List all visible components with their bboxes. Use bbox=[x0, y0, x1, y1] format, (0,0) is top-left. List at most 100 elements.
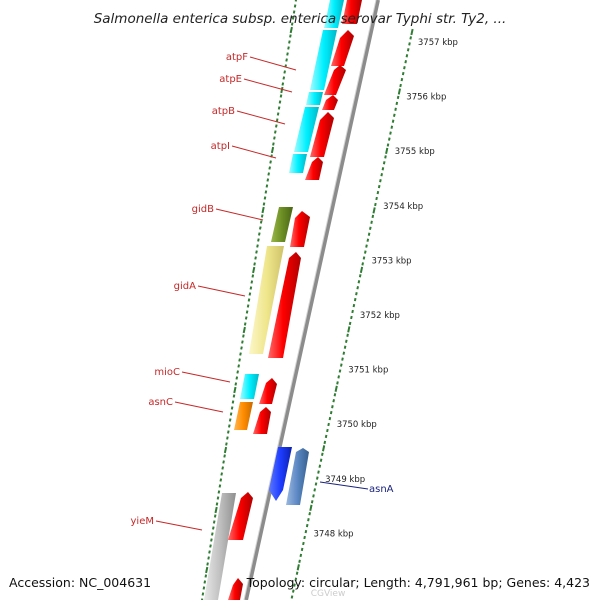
outer-minor-tick bbox=[351, 309, 354, 314]
inner-minor-tick bbox=[240, 346, 243, 350]
feature-atpF[interactable] bbox=[310, 30, 337, 90]
inner-minor-tick bbox=[245, 310, 249, 314]
feature-forward-11[interactable] bbox=[228, 578, 243, 600]
inner-minor-tick bbox=[217, 490, 221, 494]
feature-gidA[interactable] bbox=[249, 246, 284, 354]
feature-mioC[interactable] bbox=[240, 374, 259, 399]
outer-minor-tick bbox=[389, 131, 392, 135]
feature-forward-9[interactable] bbox=[253, 407, 271, 434]
scale-label: 3756 kbp bbox=[406, 93, 446, 103]
feature-forward-6[interactable] bbox=[290, 211, 310, 247]
outer-minor-tick bbox=[327, 422, 330, 427]
outer-minor-tick bbox=[318, 464, 322, 468]
inner-minor-tick bbox=[246, 304, 250, 308]
outer-minor-tick bbox=[365, 244, 368, 248]
feature-forward-2[interactable] bbox=[324, 65, 346, 95]
forward-strand-features bbox=[228, 0, 362, 600]
gene-label-atpF[interactable]: atpF bbox=[226, 52, 248, 63]
gene-label-gidA[interactable]: gidA bbox=[174, 281, 196, 292]
feature-atpB[interactable] bbox=[294, 107, 319, 152]
feature-forward-top[interactable] bbox=[342, 0, 362, 24]
outer-minor-tick bbox=[338, 369, 342, 373]
inner-minor-tick bbox=[262, 202, 266, 206]
gene-label-mioC[interactable]: mioC bbox=[154, 367, 180, 378]
inner-minor-tick bbox=[223, 454, 226, 458]
inner-minor-tick bbox=[290, 22, 294, 26]
scale-label: 3752 kbp bbox=[360, 311, 400, 321]
inner-minor-tick bbox=[251, 274, 255, 278]
feature-gidB[interactable] bbox=[271, 207, 293, 242]
inner-minor-tick bbox=[288, 40, 291, 44]
outer-minor-tick bbox=[345, 339, 348, 343]
inner-minor-tick bbox=[285, 58, 288, 62]
outer-minor-tick bbox=[388, 137, 391, 141]
outer-minor-tick bbox=[310, 500, 314, 504]
inner-minor-tick bbox=[215, 502, 219, 506]
inner-minor-tick bbox=[274, 130, 277, 134]
outer-minor-tick bbox=[352, 303, 356, 308]
outer-minor-tick bbox=[393, 113, 396, 117]
gene-label-atpI[interactable]: atpI bbox=[211, 141, 230, 152]
inner-minor-tick bbox=[256, 244, 259, 248]
inner-minor-tick bbox=[219, 478, 223, 482]
inner-minor-tick bbox=[281, 82, 285, 86]
feature-forward-10[interactable] bbox=[228, 492, 253, 540]
gene-label-asnA[interactable]: asnA bbox=[369, 484, 394, 495]
outer-minor-tick bbox=[390, 125, 394, 129]
outer-minor-tick bbox=[302, 541, 305, 546]
outer-minor-tick bbox=[323, 440, 327, 445]
leader-mioC bbox=[181, 371, 231, 383]
inner-minor-tick bbox=[243, 322, 247, 326]
gene-label-atpE[interactable]: atpE bbox=[219, 74, 242, 85]
outer-minor-tick bbox=[405, 54, 409, 58]
feature-asnA-blue[interactable] bbox=[269, 447, 292, 501]
inner-minor-tick bbox=[282, 76, 286, 80]
outer-major-tick bbox=[321, 445, 326, 452]
inner-minor-tick bbox=[222, 460, 225, 464]
outer-minor-tick bbox=[395, 101, 399, 106]
feature-forward-5[interactable] bbox=[305, 157, 323, 180]
outer-minor-tick bbox=[331, 405, 334, 409]
gene-label-gidB[interactable]: gidB bbox=[192, 204, 214, 215]
scale-label: 3753 kbp bbox=[372, 256, 412, 266]
inner-major-tick bbox=[270, 146, 275, 154]
outer-minor-tick bbox=[346, 333, 349, 337]
feature-atpI[interactable] bbox=[289, 154, 307, 173]
outer-minor-tick bbox=[377, 184, 381, 189]
inner-minor-tick bbox=[229, 412, 233, 416]
feature-asnC[interactable] bbox=[234, 402, 253, 430]
feature-atpF-upper[interactable] bbox=[324, 0, 344, 28]
inner-minor-tick bbox=[216, 496, 220, 500]
outer-minor-tick bbox=[324, 434, 328, 439]
feature-forward-1[interactable] bbox=[331, 30, 354, 66]
outer-minor-tick bbox=[300, 547, 304, 552]
outer-minor-tick bbox=[343, 345, 347, 349]
feature-forward-4[interactable] bbox=[310, 112, 334, 157]
gene-label-asnC[interactable]: asnC bbox=[148, 397, 173, 408]
inner-minor-tick bbox=[272, 142, 275, 146]
inner-minor-tick bbox=[258, 232, 261, 236]
inner-minor-tick bbox=[250, 280, 254, 284]
inner-minor-tick bbox=[241, 340, 244, 344]
feature-atpE[interactable] bbox=[306, 92, 323, 105]
outer-minor-tick bbox=[340, 363, 343, 367]
outer-minor-tick bbox=[313, 488, 316, 492]
inner-minor-tick bbox=[213, 514, 217, 518]
outer-minor-tick bbox=[400, 77, 404, 82]
inner-major-tick bbox=[289, 26, 293, 34]
inner-minor-tick bbox=[292, 10, 296, 14]
feature-forward-7[interactable] bbox=[268, 252, 301, 358]
gene-label-atpB[interactable]: atpB bbox=[212, 106, 235, 117]
feature-asnA-steel[interactable] bbox=[286, 448, 309, 505]
inner-minor-tick bbox=[211, 532, 214, 536]
outer-minor-tick bbox=[333, 393, 337, 397]
leader-yieM bbox=[155, 520, 203, 531]
feature-forward-3[interactable] bbox=[322, 95, 338, 110]
feature-forward-8[interactable] bbox=[259, 378, 277, 404]
leader-atpE bbox=[243, 78, 293, 93]
outer-minor-tick bbox=[341, 357, 344, 361]
inner-minor-tick bbox=[221, 466, 224, 470]
feature-yieM[interactable] bbox=[204, 493, 236, 600]
gene-label-yieM[interactable]: yieM bbox=[131, 516, 154, 527]
outer-minor-tick bbox=[364, 250, 367, 254]
